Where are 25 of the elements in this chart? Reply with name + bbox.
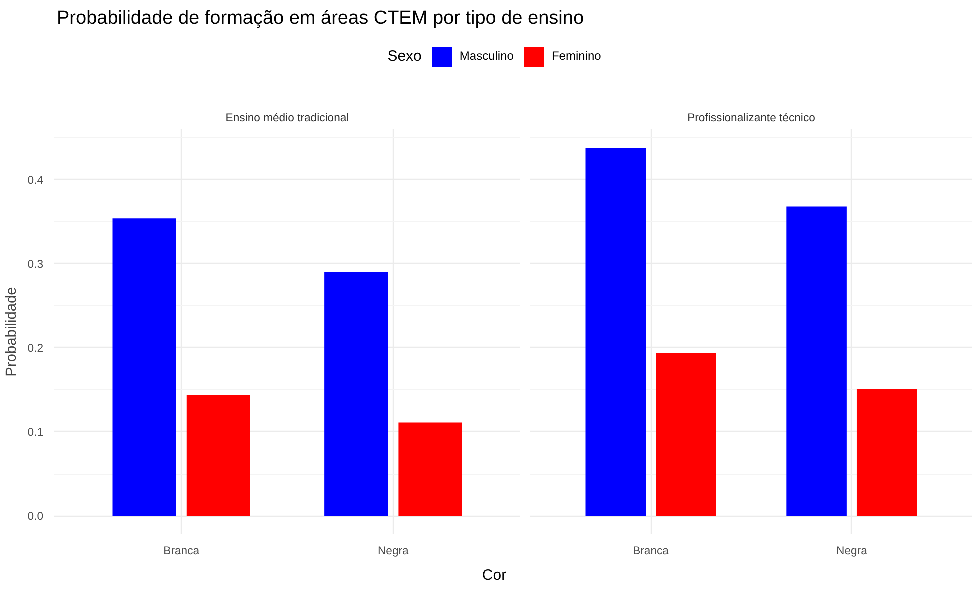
y-axis-title: Probabilidade [4,287,20,377]
bar [786,206,847,516]
bar [856,389,918,516]
bar [586,148,646,516]
legend-title: Sexo [388,48,422,66]
legend-label: Feminino [552,49,602,64]
bar [398,422,462,516]
y-tick-label: 0.4 [28,174,44,187]
x-tick-label: Branca [164,546,200,558]
y-tick-label: 0.0 [28,511,44,524]
legend-label: Masculino [460,49,514,64]
text: Probabilidade de formação em áreas CTEM por tipo de ensino [56,7,586,31]
y-tick-label: 0.1 [28,426,44,439]
y-tick-label: 0.3 [28,258,44,271]
bar [112,218,176,516]
bar [656,353,716,516]
chart-title: Ensino médio tradicional [226,112,350,124]
x-axis-title: Cor [481,566,508,586]
y-tick-label: 0.2 [28,342,44,355]
x-tick-label: Negra [836,546,868,558]
bar [324,272,388,516]
x-tick-label: Negra [378,546,410,558]
x-tick-label: Branca [633,546,670,558]
chart-title: Profissionalizante técnico [688,112,816,124]
bar [186,395,250,516]
